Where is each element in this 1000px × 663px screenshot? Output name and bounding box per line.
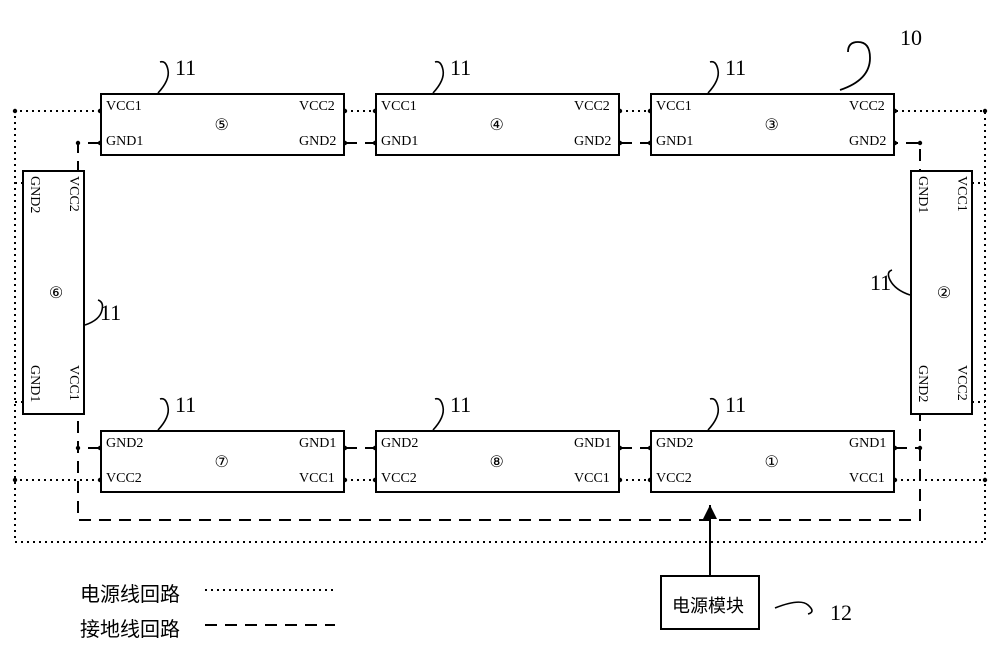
block-number: ③ bbox=[765, 115, 779, 135]
pin-label: GND1 bbox=[381, 134, 418, 150]
connection-dot bbox=[13, 109, 17, 113]
connection-dot bbox=[76, 446, 80, 450]
block-number: ④ bbox=[490, 115, 504, 135]
leader-swirl bbox=[888, 270, 910, 295]
legend-ground-text: 接地线回路 bbox=[80, 613, 180, 642]
pin-label: GND1 bbox=[849, 436, 886, 452]
pin-label: GND1 bbox=[656, 134, 693, 150]
leader-swirl bbox=[433, 62, 443, 93]
legend-power-text: 电源线回路 bbox=[80, 578, 180, 607]
block-number: ⑧ bbox=[490, 452, 504, 472]
pin-label: VCC2 bbox=[574, 99, 610, 115]
leader-label-11: 11 bbox=[450, 392, 471, 418]
leader-label-12: 12 bbox=[830, 600, 852, 626]
block-number: ⑤ bbox=[215, 115, 229, 135]
leader-label-11: 11 bbox=[725, 55, 746, 81]
pin-label: GND1 bbox=[106, 134, 143, 150]
pin-label: VCC1 bbox=[849, 471, 885, 487]
pin-label: VCC2 bbox=[299, 99, 335, 115]
pin-label: VCC2 bbox=[656, 471, 692, 487]
connection-dot bbox=[918, 141, 922, 145]
block-number: ② bbox=[934, 283, 953, 302]
leader-label-11: 11 bbox=[100, 300, 121, 326]
pin-label: VCC2 bbox=[381, 471, 417, 487]
leader-swirl bbox=[708, 399, 718, 430]
pin-label: GND2 bbox=[574, 134, 611, 150]
pin-label: VCC1 bbox=[299, 471, 335, 487]
pin-label: GND1 bbox=[299, 436, 336, 452]
block-number: ⑦ bbox=[215, 452, 229, 472]
pin-label: GND1 bbox=[914, 176, 930, 213]
pin-label: VCC2 bbox=[65, 176, 81, 212]
pin-label: GND2 bbox=[26, 176, 42, 213]
pin-label: GND2 bbox=[106, 436, 143, 452]
pin-label: VCC1 bbox=[574, 471, 610, 487]
pin-label: VCC2 bbox=[953, 365, 969, 401]
pin-label: VCC1 bbox=[656, 99, 692, 115]
connection-dot bbox=[983, 109, 987, 113]
pin-label: GND1 bbox=[26, 365, 42, 402]
block-number: ① bbox=[765, 452, 779, 472]
pin-label: GND2 bbox=[299, 134, 336, 150]
leader-swirl bbox=[158, 399, 168, 430]
pin-label: GND2 bbox=[656, 436, 693, 452]
pin-label: VCC2 bbox=[849, 99, 885, 115]
leader-label-11: 11 bbox=[870, 270, 891, 296]
leader-swirl bbox=[433, 399, 443, 430]
connection-dot bbox=[983, 478, 987, 482]
leader-label-11: 11 bbox=[175, 392, 196, 418]
leader-label-11: 11 bbox=[175, 55, 196, 81]
pin-label: GND1 bbox=[574, 436, 611, 452]
connection-dot bbox=[76, 141, 80, 145]
pin-label: VCC2 bbox=[106, 471, 142, 487]
leader-swirl bbox=[708, 62, 718, 93]
connection-dot bbox=[13, 478, 17, 482]
psu-label: 电源模块 bbox=[672, 592, 744, 618]
leader-swirl bbox=[158, 62, 168, 93]
pin-label: GND2 bbox=[914, 365, 930, 402]
connection-dot bbox=[918, 446, 922, 450]
pin-label: VCC1 bbox=[106, 99, 142, 115]
pin-label: GND2 bbox=[381, 436, 418, 452]
block-number: ⑥ bbox=[46, 283, 65, 302]
pin-label: VCC1 bbox=[953, 176, 969, 212]
pin-label: VCC1 bbox=[65, 365, 81, 401]
leader-label-11: 11 bbox=[450, 55, 471, 81]
pin-label: GND2 bbox=[849, 134, 886, 150]
leader-label-11: 11 bbox=[725, 392, 746, 418]
pin-label: VCC1 bbox=[381, 99, 417, 115]
leader-label-10: 10 bbox=[900, 25, 922, 51]
